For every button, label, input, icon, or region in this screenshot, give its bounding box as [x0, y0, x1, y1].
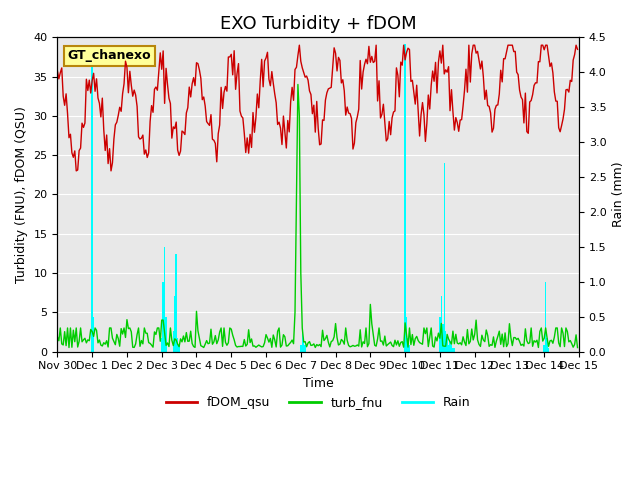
Bar: [161, 337, 163, 351]
Title: EXO Turbidity + fDOM: EXO Turbidity + fDOM: [220, 15, 417, 33]
Bar: [440, 296, 442, 351]
Bar: [300, 345, 301, 351]
Bar: [177, 337, 179, 351]
Bar: [548, 348, 549, 351]
Text: GT_chanexo: GT_chanexo: [68, 49, 152, 62]
Bar: [545, 282, 547, 351]
Legend: fDOM_qsu, turb_fnu, Rain: fDOM_qsu, turb_fnu, Rain: [161, 391, 476, 414]
Bar: [448, 345, 449, 351]
Bar: [439, 317, 440, 351]
Bar: [303, 337, 305, 351]
Bar: [409, 345, 410, 351]
Bar: [454, 348, 455, 351]
Bar: [175, 254, 177, 351]
Bar: [445, 331, 447, 351]
X-axis label: Time: Time: [303, 377, 333, 390]
Bar: [406, 317, 407, 351]
Bar: [442, 324, 444, 351]
Bar: [92, 58, 93, 351]
Y-axis label: Turbidity (FNU), fDOM (QSU): Turbidity (FNU), fDOM (QSU): [15, 106, 28, 283]
Bar: [305, 345, 306, 351]
Bar: [407, 337, 409, 351]
Bar: [452, 348, 454, 351]
Bar: [301, 331, 303, 351]
Bar: [404, 44, 406, 351]
Bar: [444, 163, 445, 351]
Bar: [174, 296, 175, 351]
Bar: [451, 345, 452, 351]
Bar: [449, 341, 451, 351]
Bar: [173, 331, 174, 351]
Bar: [547, 337, 548, 351]
Bar: [163, 282, 164, 351]
Bar: [179, 345, 180, 351]
Y-axis label: Rain (mm): Rain (mm): [612, 162, 625, 227]
Bar: [164, 247, 165, 351]
Bar: [447, 337, 448, 351]
Bar: [543, 345, 545, 351]
Bar: [93, 317, 94, 351]
Bar: [165, 317, 167, 351]
